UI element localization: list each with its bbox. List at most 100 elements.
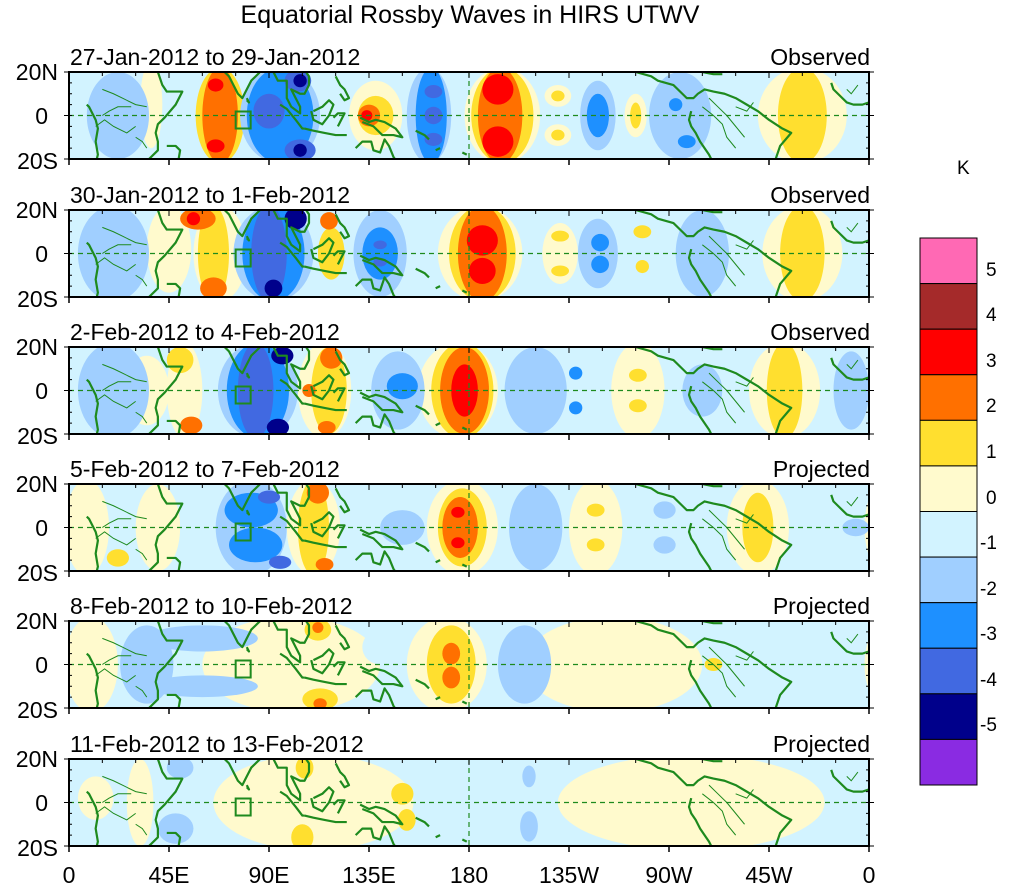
coastline (279, 515, 305, 542)
coastline (279, 241, 305, 268)
country-border (102, 226, 147, 246)
coastline (435, 285, 441, 290)
positive-anomaly-contour (630, 102, 642, 129)
coastline (148, 484, 184, 571)
country-border (735, 240, 754, 250)
negative-anomaly-contour (293, 143, 307, 157)
country-border (735, 651, 754, 661)
colorbar-swatch (919, 556, 978, 604)
positive-anomaly-contour (312, 622, 324, 633)
colorbar-swatch (919, 237, 978, 285)
colorbar-swatch (919, 328, 978, 376)
country-border (702, 793, 737, 836)
coastline (166, 831, 182, 846)
positive-anomaly-contour (542, 223, 578, 284)
coastline (435, 559, 441, 564)
coastline (245, 235, 251, 242)
country-border (135, 685, 148, 698)
country-border (735, 102, 754, 112)
x-tick-label: 45E (148, 862, 190, 888)
coastline (461, 563, 468, 568)
coastline (334, 75, 351, 102)
panel-date-range: 30-Jan-2012 to 1-Feb-2012 (70, 182, 351, 208)
positive-anomaly-contour (313, 698, 327, 708)
negative-anomaly-contour (157, 813, 194, 844)
colorbar-swatch (919, 283, 978, 330)
y-tick-label: 20S (17, 697, 58, 723)
negative-anomaly-contour (504, 347, 567, 434)
colorbar-tick-label: 5 (986, 259, 997, 281)
country-border (135, 411, 148, 424)
country-border (735, 514, 754, 524)
coastlines (86, 210, 869, 297)
coastline (222, 72, 262, 100)
coastline (279, 652, 305, 679)
coastline (830, 769, 869, 793)
country-border (95, 257, 136, 272)
positive-anomaly-contour (629, 368, 647, 382)
colorbar-tick-label: 0 (986, 487, 997, 509)
country-border (102, 793, 132, 803)
country-border (95, 119, 136, 134)
negative-anomaly-contour (591, 255, 609, 274)
negative-anomaly-contour (386, 373, 418, 400)
country-border (846, 496, 859, 507)
coastline (700, 347, 723, 351)
coastline (700, 621, 723, 625)
coastline (359, 528, 404, 551)
negative-anomaly-contour (569, 366, 583, 380)
y-tick-label: 0 (35, 651, 48, 678)
coastline (304, 127, 347, 137)
positive-anomaly-contour (466, 225, 498, 256)
y-tick-label: 20S (17, 835, 58, 861)
colorbar-tick-label: -4 (980, 669, 997, 691)
coastline (222, 210, 262, 238)
coastline (334, 350, 351, 377)
country-border (135, 274, 148, 287)
y-tick-label: 20N (15, 197, 58, 223)
reference-box (234, 659, 252, 679)
positive-anomaly-contour (295, 759, 314, 779)
positive-anomaly-contour (397, 809, 416, 831)
panel-date-range: 2-Feb-2012 to 4-Feb-2012 (70, 319, 340, 345)
y-tick-label: 0 (35, 789, 48, 816)
colorbar-swatch (919, 419, 978, 467)
coastline (415, 816, 430, 828)
negative-anomaly-contour (424, 132, 443, 146)
coastline (332, 112, 346, 127)
y-tick-label: 0 (35, 514, 48, 541)
coastline (354, 413, 397, 434)
country-border (102, 655, 132, 665)
y-tick-label: 20N (15, 471, 58, 497)
coastline (354, 138, 397, 159)
coastline (148, 621, 184, 708)
colorbar (919, 237, 978, 786)
coastline (166, 282, 182, 297)
reference-box (234, 797, 252, 817)
negative-anomaly-contour (166, 759, 194, 779)
panel-date-range: 8-Feb-2012 to 10-Feb-2012 (70, 593, 353, 619)
coastline (700, 210, 723, 214)
coastline (435, 834, 441, 839)
panel-status: Projected (772, 456, 870, 482)
coastline (461, 151, 468, 156)
country-border (102, 775, 147, 795)
coastline (354, 825, 397, 846)
coastline (461, 700, 468, 705)
panel-status: Projected (772, 593, 870, 619)
x-tick-label: 0 (62, 862, 76, 888)
reference-box (234, 110, 252, 130)
y-tick-label: 20S (17, 148, 58, 174)
coastline (830, 631, 869, 655)
coastline (635, 621, 793, 708)
coastline (334, 762, 351, 789)
positive-anomaly-contour (106, 549, 129, 567)
coastline (86, 241, 99, 297)
country-border (135, 548, 148, 561)
coastline (304, 676, 347, 686)
coastline (304, 539, 347, 549)
panel-status: Observed (770, 44, 870, 70)
coastline (279, 790, 305, 817)
chart-title: Equatorial Rossby Waves in HIRS UTWV (240, 1, 700, 29)
coastline (830, 82, 869, 106)
